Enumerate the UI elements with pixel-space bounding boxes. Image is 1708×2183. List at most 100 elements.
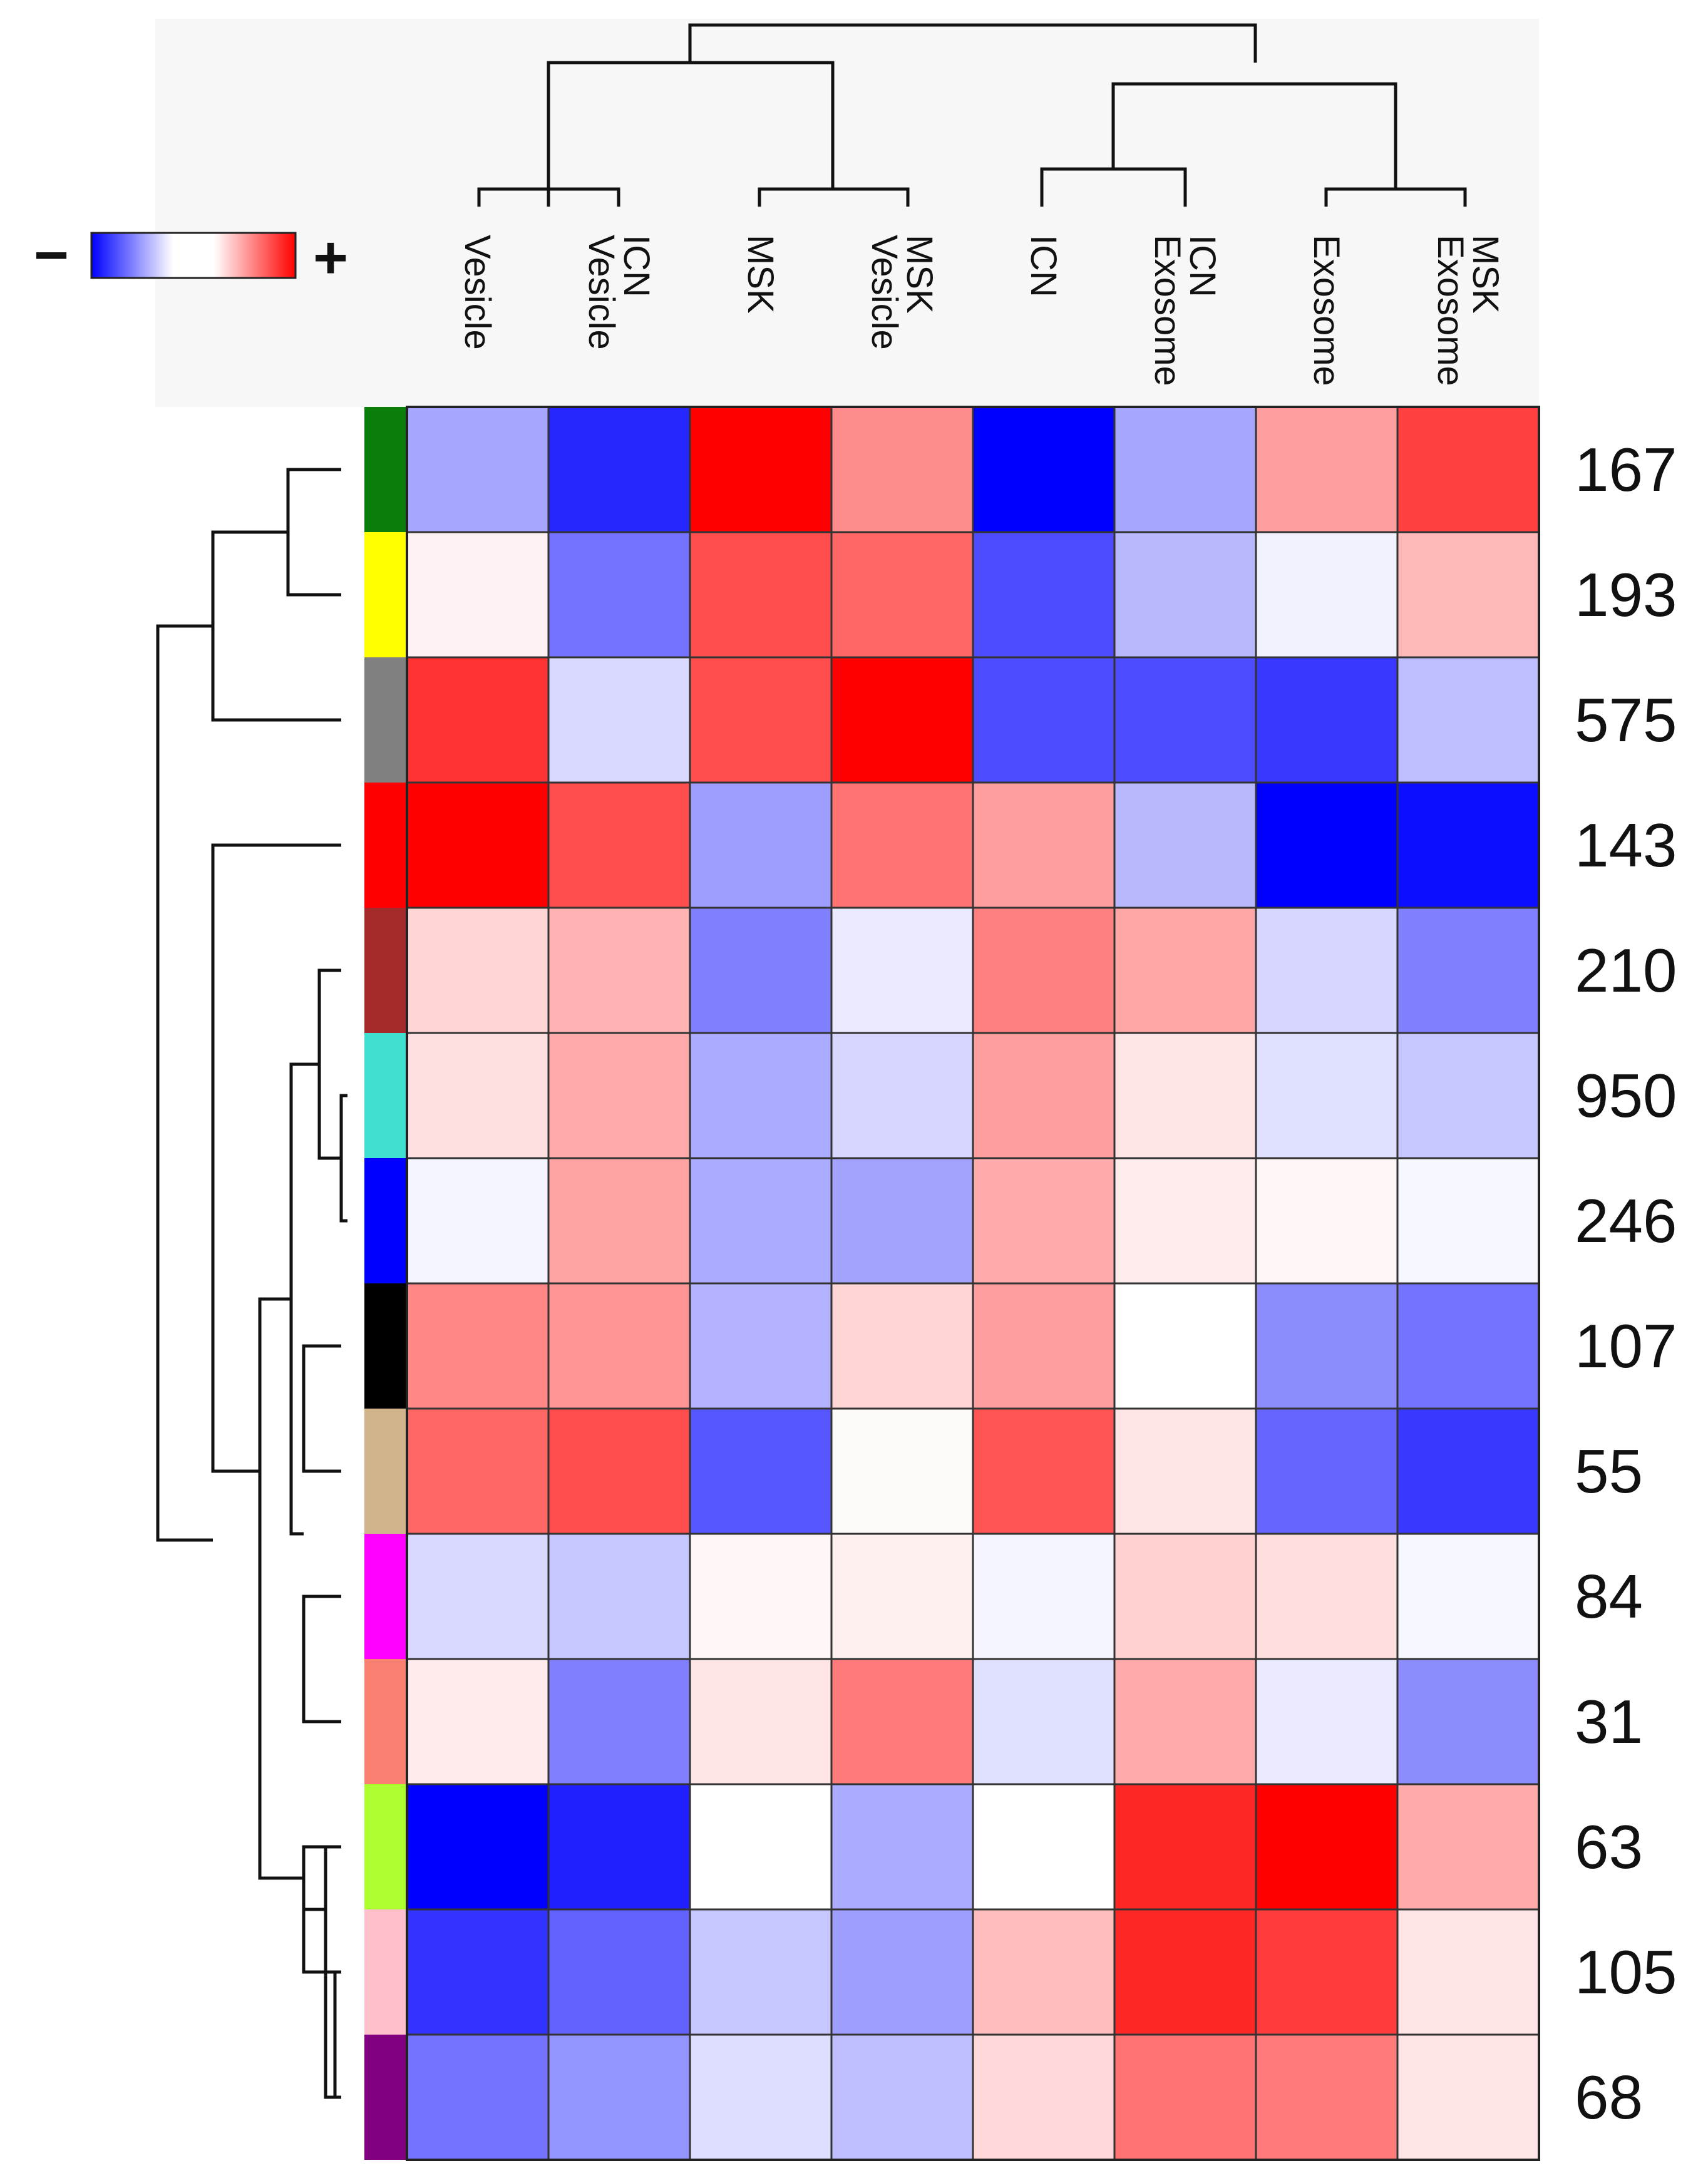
- heatmap-cell: [972, 406, 1116, 533]
- heatmap-cell: [972, 781, 1116, 909]
- heatmap-cell: [406, 656, 550, 784]
- heatmap-cell: [547, 1032, 691, 1159]
- heatmap-cell: [547, 1658, 691, 1785]
- heatmap-cell: [972, 1783, 1116, 1911]
- row-label: 68: [1575, 2063, 1643, 2132]
- heatmap-cell: [547, 406, 691, 533]
- heatmap-cell: [547, 1783, 691, 1911]
- heatmap-cell: [830, 1908, 974, 2036]
- column-label-line: ICN: [1182, 235, 1223, 297]
- row-cluster-color: [364, 1784, 406, 1909]
- heatmap-cell: [1255, 1908, 1399, 2036]
- heatmap-cell: [1396, 1282, 1540, 1410]
- row-label: 210: [1575, 936, 1677, 1005]
- heatmap-cell: [689, 1282, 833, 1410]
- heatmap-cell: [689, 656, 833, 784]
- heatmap-cell: [1396, 406, 1540, 533]
- legend-minus-label: −: [34, 222, 69, 289]
- heatmap-cell: [830, 1282, 974, 1410]
- heatmap-border: [406, 406, 1540, 2161]
- legend-plus-label: +: [313, 224, 348, 291]
- heatmap-cell: [972, 1407, 1116, 1535]
- heatmap-cell: [972, 907, 1116, 1034]
- heatmap-cell: [547, 2033, 691, 2161]
- heatmap-cell: [1396, 1533, 1540, 1660]
- heatmap-cell: [1255, 656, 1399, 784]
- heatmap-cell: [1396, 907, 1540, 1034]
- row-label: 143: [1575, 811, 1677, 880]
- heatmap-cell: [547, 781, 691, 909]
- column-label-line: Vesicle: [581, 235, 622, 350]
- row-label: 105: [1575, 1938, 1677, 2006]
- heatmap-cell: [830, 406, 974, 533]
- heatmap-cell: [406, 781, 550, 909]
- column-label-line: Exosome: [1430, 235, 1471, 386]
- heatmap-cell: [1255, 1533, 1399, 1660]
- heatmap-cell: [1113, 406, 1257, 533]
- heatmap-cell: [547, 1908, 691, 2036]
- column-label-line: ICN: [1023, 235, 1064, 297]
- column-label-line: MSK: [1465, 235, 1506, 314]
- heatmap-cell: [406, 1783, 550, 1911]
- heatmap-cell: [1396, 781, 1540, 909]
- heatmap-cells: [406, 406, 1540, 2161]
- heatmap-cell: [1255, 781, 1399, 909]
- heatmap-cell: [1255, 1783, 1399, 1911]
- heatmap-cell: [689, 907, 833, 1034]
- row-cluster-color: [364, 1158, 406, 1283]
- heatmap-cell: [972, 1908, 1116, 2036]
- column-label-line: Vesicle: [457, 235, 498, 350]
- heatmap-cell: [689, 781, 833, 909]
- heatmap-cell: [830, 1032, 974, 1159]
- column-label: MSK: [740, 235, 781, 314]
- heatmap-cell: [1396, 1908, 1540, 2036]
- heatmap-cell: [1113, 1282, 1257, 1410]
- heatmap-cell: [1396, 531, 1540, 659]
- heatmap-cell: [972, 1533, 1116, 1660]
- heatmap-cell: [972, 531, 1116, 659]
- heatmap-cell: [689, 1032, 833, 1159]
- heatmap-cell: [689, 1407, 833, 1535]
- row-cluster-color: [364, 1033, 406, 1158]
- heatmap-cell: [972, 1282, 1116, 1410]
- row-label: 575: [1575, 686, 1677, 754]
- column-label-line: Exosome: [1306, 235, 1347, 386]
- heatmap-cell: [406, 1282, 550, 1410]
- row-cluster-color: [364, 1909, 406, 2035]
- row-label: 193: [1575, 560, 1677, 629]
- column-label-line: ICN: [616, 235, 657, 297]
- column-label-line: Exosome: [1147, 235, 1188, 386]
- heatmap-cell: [1113, 1908, 1257, 2036]
- heatmap-cell: [689, 2033, 833, 2161]
- heatmap-cell: [1396, 2033, 1540, 2161]
- column-dendrogram: [477, 23, 1467, 207]
- heatmap-cell: [689, 1908, 833, 2036]
- heatmap-cell: [1113, 1407, 1257, 1535]
- row-label: 107: [1575, 1312, 1677, 1380]
- heatmap-cell: [547, 531, 691, 659]
- heatmap-cell: [689, 1157, 833, 1285]
- column-label-line: MSK: [899, 235, 940, 314]
- heatmap-cell: [547, 907, 691, 1034]
- heatmap-cell: [830, 656, 974, 784]
- heatmap-cell: [1396, 1783, 1540, 1911]
- column-label-line: MSK: [740, 235, 781, 314]
- row-cluster-color: [364, 532, 406, 657]
- heatmap-cell: [1113, 907, 1257, 1034]
- heatmap-cell: [547, 656, 691, 784]
- heatmap-cell: [972, 656, 1116, 784]
- heatmap-cell: [406, 1157, 550, 1285]
- heatmap-cell: [1255, 1658, 1399, 1785]
- heatmap-cell: [830, 1533, 974, 1660]
- row-cluster-color: [364, 908, 406, 1033]
- heatmap-cell: [830, 907, 974, 1034]
- heatmap-cell: [1113, 781, 1257, 909]
- heatmap-cell: [1255, 907, 1399, 1034]
- heatmap-cell: [1396, 1407, 1540, 1535]
- heatmap-cell: [1255, 1282, 1399, 1410]
- color-legend: − +: [34, 222, 348, 291]
- heatmap-cell: [1255, 1407, 1399, 1535]
